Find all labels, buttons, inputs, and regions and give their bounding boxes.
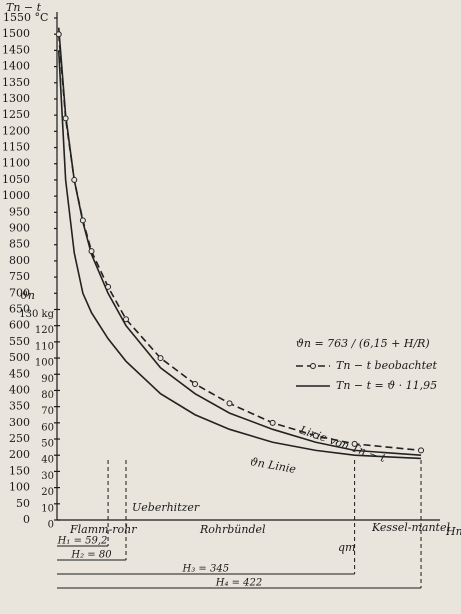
legend-swatch <box>310 363 316 369</box>
y-tick-label: 800 <box>9 254 30 267</box>
curve-label: Linie von Tn − t <box>297 423 388 465</box>
point <box>71 176 78 183</box>
y-tick-label: 100 <box>9 481 30 494</box>
point <box>269 419 276 426</box>
y-tick-label: 1000 <box>2 189 30 202</box>
region-label: Rohrbündel <box>199 523 266 536</box>
y-tick-label: 50 <box>16 497 30 510</box>
y2-axis-title: ϑn <box>20 289 35 302</box>
region-label: Ueberhitzer <box>132 501 200 514</box>
y-tick-label: 650 <box>9 302 30 315</box>
point <box>351 440 358 447</box>
y-tick-label: 1300 <box>2 92 30 105</box>
legend-label: Tn − t beobachtet <box>336 359 437 372</box>
unit-label: qm <box>338 541 355 554</box>
point <box>62 115 69 122</box>
y-tick-label: 1350 <box>2 76 30 89</box>
marker-label: H₁ = 59,2 <box>57 536 108 547</box>
point <box>312 432 319 439</box>
marker-label: H₄ = 422 <box>215 578 263 589</box>
y-tick-label: 950 <box>9 205 30 218</box>
y-tick-label: 1450 <box>2 43 30 56</box>
y-tick-label: 1050 <box>2 173 30 186</box>
y2-tick-label: 50 <box>41 439 54 450</box>
region-label: Kessel-mantel <box>371 521 450 534</box>
y-tick-label: 550 <box>9 335 30 348</box>
y2-tick-label: 10 <box>41 503 54 514</box>
y2-tick-label: 40 <box>41 455 54 466</box>
y-tick-label: 1500 <box>2 27 30 40</box>
y-tick-label: 850 <box>9 238 30 251</box>
y2-tick-label: 110 <box>35 341 54 352</box>
y-tick-label: 300 <box>9 416 30 429</box>
point <box>79 217 86 224</box>
point <box>123 316 130 323</box>
y-tick-label: 900 <box>9 222 30 235</box>
y-tick-label: 1250 <box>2 108 30 121</box>
y2-tick-label: 130 kg <box>19 309 54 320</box>
series-line <box>57 50 422 460</box>
y2-tick-label: 100 <box>35 358 54 369</box>
y2-tick-label: 20 <box>41 487 54 498</box>
series-line <box>57 27 422 457</box>
marker-label: H₃ = 345 <box>182 564 230 575</box>
y-tick-label: 1400 <box>2 60 30 73</box>
y2-tick-label: 60 <box>41 422 54 433</box>
y-tick-label: 200 <box>9 448 30 461</box>
y2-tick-label: 70 <box>41 406 54 417</box>
y-tick-label: 1150 <box>2 141 30 154</box>
y-tick-label: 1550 °C <box>3 11 48 24</box>
y-tick-label: 400 <box>9 383 30 396</box>
y-tick-label: 450 <box>9 367 30 380</box>
y-tick-label: 0 <box>23 513 30 526</box>
legend-formula: ϑn = 763 / (6,15 + H/R) <box>296 337 430 350</box>
y-tick-label: 750 <box>9 270 30 283</box>
point <box>192 380 199 387</box>
y2-tick-label: 0 <box>48 520 54 531</box>
series-label: ϑn Linie <box>249 455 297 476</box>
y-tick-label: 150 <box>9 464 30 477</box>
y2-tick-label: 120 <box>35 325 54 336</box>
y-axis-title: Tn − t <box>6 1 42 14</box>
point <box>105 283 112 290</box>
point <box>226 400 233 407</box>
y-tick-label: 1200 <box>2 124 30 137</box>
y2-tick-label: 90 <box>41 374 54 385</box>
y-tick-label: 250 <box>9 432 30 445</box>
y2-tick-label: 80 <box>41 390 54 401</box>
point <box>88 248 95 255</box>
point <box>55 31 62 38</box>
region-label: Flamm-rohr <box>69 523 137 536</box>
x-axis-title: Hn <box>445 525 461 538</box>
y-tick-label: 350 <box>9 400 30 413</box>
y2-tick-label: 30 <box>41 471 54 482</box>
marker-label: H₂ = 80 <box>70 550 112 561</box>
point <box>157 355 164 362</box>
point <box>418 447 425 454</box>
y-tick-label: 700 <box>9 286 30 299</box>
y-tick-label: 600 <box>9 319 30 332</box>
series-line <box>57 34 422 452</box>
legend-label: Tn − t = ϑ · 11,95 <box>336 379 437 392</box>
y-tick-label: 500 <box>9 351 30 364</box>
y-tick-label: 1100 <box>2 157 30 170</box>
